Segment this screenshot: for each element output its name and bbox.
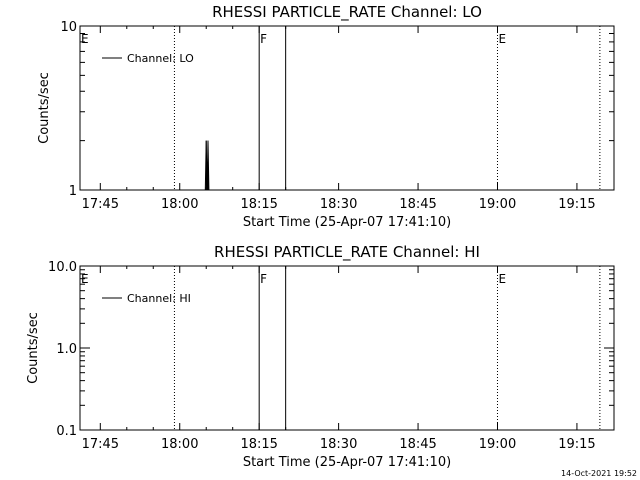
x-tick-label: 17:45 — [82, 437, 119, 452]
event-marker-label: E — [498, 272, 506, 286]
x-tick-label: 18:00 — [161, 197, 198, 212]
x-tick-label: 17:45 — [82, 197, 119, 212]
y-tick-label: 1 — [69, 184, 77, 199]
event-marker-label: F — [260, 32, 267, 46]
x-tick-label: 18:15 — [240, 197, 277, 212]
x-tick-label: 19:15 — [558, 197, 595, 212]
y-axis-label: Counts/sec — [37, 72, 52, 144]
x-axis-label: Start Time (25-Apr-07 17:41:10) — [243, 215, 451, 230]
x-tick-label: 18:45 — [399, 437, 436, 452]
x-tick-label: 18:30 — [320, 197, 357, 212]
y-tick-label: 10.0 — [48, 260, 77, 275]
x-tick-label: 18:30 — [320, 437, 357, 452]
x-tick-label: 18:00 — [161, 437, 198, 452]
legend-label: Channel: HI — [127, 292, 191, 305]
x-tick-label: 19:00 — [479, 197, 516, 212]
chart-panel-lo: RHESSI PARTICLE_RATE Channel: LO 17:45 18:… — [37, 3, 615, 230]
event-marker-label: E — [81, 32, 89, 46]
x-tick-label: 18:45 — [399, 197, 436, 212]
plot-frame — [79, 265, 615, 431]
event-marker-label: E — [81, 272, 89, 286]
event-marker-label: E — [498, 32, 506, 46]
legend-label: Channel: LO — [127, 52, 194, 65]
event-marker-label: F — [260, 272, 267, 286]
footer-timestamp: 14-Oct-2021 19:52 — [561, 469, 637, 478]
plot-frame — [79, 25, 615, 191]
x-tick-label: 19:15 — [558, 437, 595, 452]
x-tick-label: 19:00 — [479, 437, 516, 452]
y-tick-label: 0.1 — [56, 424, 77, 439]
y-tick-label: 10 — [60, 20, 77, 35]
x-axis-label: Start Time (25-Apr-07 17:41:10) — [243, 455, 451, 470]
chart-title: RHESSI PARTICLE_RATE Channel: LO — [212, 3, 482, 22]
x-tick-label: 18:15 — [240, 437, 277, 452]
chart-title: RHESSI PARTICLE_RATE Channel: HI — [214, 243, 480, 262]
y-tick-label: 1.0 — [56, 342, 77, 357]
chart-panel-hi: RHESSI PARTICLE_RATE Channel: HI 17:45 18:… — [26, 243, 615, 470]
y-axis-label: Counts/sec — [26, 312, 41, 384]
